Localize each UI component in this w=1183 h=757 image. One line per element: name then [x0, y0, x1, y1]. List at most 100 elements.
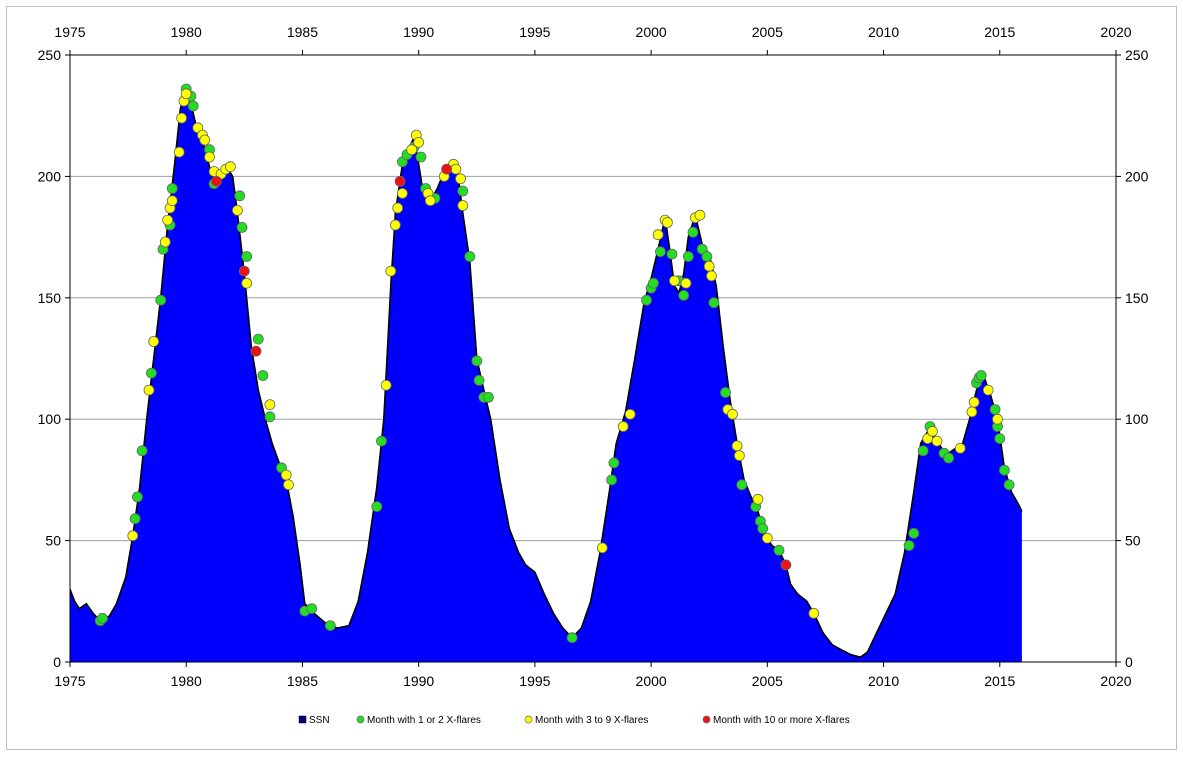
x-flare-3-9-point-52	[727, 408, 738, 420]
x-flare-3-9-point-18	[224, 161, 236, 173]
x-flare-3-9-point-55	[752, 493, 764, 505]
x-flare-1-2-point-55	[736, 479, 748, 491]
x-flare-1-2-point-3	[131, 491, 143, 503]
x-flare-3-9-point-29	[406, 144, 418, 156]
x-tick-label-top-2000: 2000	[636, 24, 667, 40]
x-tick-label-bottom-2000: 2000	[636, 673, 667, 689]
x-flare-3-9-point-23	[283, 479, 294, 491]
x-flare-1-2-point-42	[641, 294, 652, 306]
x-flare-1-2-point-59	[773, 544, 785, 556]
x-tick-label-top-2010: 2010	[868, 24, 899, 40]
x-flare-1-2-point-38	[482, 391, 494, 403]
x-flare-1-2-point-44	[648, 277, 659, 289]
flare-markers	[94, 83, 1015, 644]
x-flare-3-9-point-57	[808, 608, 820, 619]
x-tick-label-top-2015: 2015	[984, 24, 1015, 40]
x-flare-1-2-point-15	[234, 190, 246, 202]
x-tick-label-top-1985: 1985	[287, 24, 318, 40]
legend-label-3: Month with 10 or more X-flares	[713, 715, 850, 726]
x-flare-3-9-point-48	[694, 209, 706, 221]
x-flare-1-2-point-24	[324, 620, 336, 631]
x-tick-label-top-1975: 1975	[54, 24, 85, 40]
x-flare-3-9-point-38	[457, 200, 469, 211]
x-flare-3-9-point-27	[392, 202, 404, 214]
y-tick-label-left-250: 250	[38, 47, 62, 63]
x-flare-3-9-point-24	[380, 379, 392, 391]
x-flare-3-9-point-59	[927, 425, 938, 437]
x-flare-3-9-point-62	[966, 406, 978, 418]
x-flare-1-2-point-49	[682, 251, 694, 262]
x-flare-1-2-point-41	[608, 457, 620, 469]
legend-label-2: Month with 3 to 9 X-flares	[535, 715, 648, 726]
x-flare-3-9-point-1	[143, 384, 155, 396]
y-tick-label-right-0: 0	[1125, 654, 1133, 670]
x-flare-1-2-point-25	[371, 501, 383, 513]
x-flare-1-2-point-48	[678, 289, 690, 301]
legend-swatch-1	[356, 715, 365, 724]
x-flare-3-9-point-37	[455, 173, 466, 185]
y-tick-label-left-100: 100	[38, 411, 62, 427]
x-tick-label-bottom-2020: 2020	[1100, 673, 1131, 689]
ssn-area-fill	[70, 93, 1022, 663]
x-flare-3-9-point-19	[231, 204, 243, 216]
x-flare-3-9-point-4	[162, 214, 174, 226]
x-flare-1-2-point-65	[943, 452, 954, 464]
tick-labels: 1975 1975 1980 1980 1985 1985 1990 1990 1995 1995…	[38, 24, 1149, 689]
chart: 1975 1975 1980 1980 1985 1985 1990 1990 1995 1995…	[38, 24, 1149, 726]
x-flare-3-9-point-41	[624, 408, 636, 420]
x-tick-label-top-2020: 2020	[1100, 24, 1131, 40]
x-tick-label-top-1990: 1990	[403, 24, 434, 40]
x-flare-1-2-point-53	[708, 297, 720, 309]
legend-ssn-swatch	[298, 715, 307, 724]
x-flare-1-2-point-1	[97, 612, 108, 624]
x-flare-3-9-point-61	[954, 442, 966, 454]
y-tick-label-right-150: 150	[1125, 290, 1149, 306]
y-tick-label-right-100: 100	[1125, 411, 1149, 427]
x-flare-3-9-point-44	[662, 217, 673, 228]
x-tick-label-bottom-1990: 1990	[403, 673, 434, 689]
x-flare-3-9-point-50	[706, 270, 717, 282]
x-flare-1-2-point-23	[306, 603, 318, 614]
y-tick-label-left-150: 150	[38, 290, 62, 306]
x-flare-1-2-point-12	[187, 100, 199, 112]
x-flare-10-plus-point-0	[210, 175, 222, 187]
x-tick-label-bottom-1985: 1985	[287, 673, 318, 689]
x-flare-3-9-point-64	[982, 384, 994, 396]
x-flare-3-9-point-25	[385, 265, 397, 277]
x-flare-1-2-point-54	[720, 387, 731, 398]
x-flare-1-2-point-20	[264, 411, 276, 423]
x-flare-3-9-point-21	[264, 399, 276, 411]
x-flare-3-9-point-2	[148, 336, 160, 347]
x-flare-1-2-point-73	[1003, 479, 1015, 491]
x-flare-3-9-point-28	[396, 187, 408, 199]
x-tick-label-bottom-1995: 1995	[519, 673, 550, 689]
x-flare-1-2-point-36	[473, 374, 485, 386]
x-flare-1-2-point-68	[975, 370, 987, 381]
x-flare-10-plus-point-2	[250, 345, 262, 357]
x-flare-1-2-point-60	[903, 540, 915, 551]
x-flare-1-2-point-5	[145, 367, 157, 379]
x-flare-1-2-point-17	[241, 251, 253, 262]
x-flare-1-2-point-69	[989, 404, 1001, 415]
x-flare-3-9-point-60	[931, 435, 943, 447]
x-flare-1-2-point-35	[471, 355, 483, 367]
x-tick-label-bottom-1975: 1975	[54, 673, 85, 689]
y-tick-label-right-50: 50	[1125, 533, 1141, 549]
x-flare-1-2-point-50	[687, 226, 699, 238]
x-flare-3-9-point-49	[703, 260, 715, 272]
x-flare-3-9-point-8	[176, 112, 188, 124]
legend-label-0: SSN	[309, 715, 330, 726]
x-tick-label-bottom-2005: 2005	[752, 673, 783, 689]
x-flare-1-2-point-52	[701, 251, 713, 262]
x-flare-3-9-point-45	[669, 275, 680, 287]
x-flare-1-2-point-34	[464, 251, 476, 262]
x-tick-label-bottom-1980: 1980	[171, 673, 202, 689]
legend: SSN Month with 1 or 2 X-flares Month with …	[298, 715, 850, 726]
x-flare-1-2-point-39	[566, 632, 578, 644]
x-flare-3-9-point-31	[413, 136, 425, 148]
y-tick-label-left-200: 200	[38, 168, 62, 184]
x-flare-3-9-point-14	[204, 151, 215, 163]
x-flare-1-2-point-61	[908, 527, 920, 539]
x-flare-3-9-point-39	[596, 542, 608, 554]
x-tick-label-bottom-2015: 2015	[984, 673, 1015, 689]
